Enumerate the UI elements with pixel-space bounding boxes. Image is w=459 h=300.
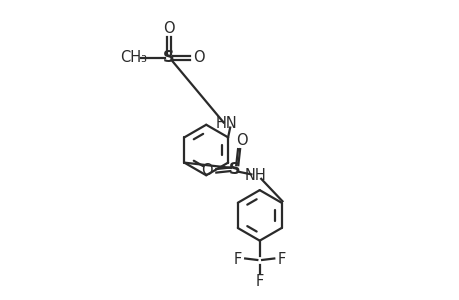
Text: F: F — [277, 252, 285, 267]
Text: CH₃: CH₃ — [120, 50, 146, 65]
Text: NH: NH — [245, 168, 266, 183]
Text: F: F — [255, 274, 263, 289]
Text: S: S — [228, 162, 240, 177]
Text: F: F — [233, 252, 241, 267]
Text: O: O — [201, 163, 213, 178]
Text: HN: HN — [215, 116, 237, 131]
Text: O: O — [236, 133, 247, 148]
Text: O: O — [163, 21, 174, 36]
Text: O: O — [193, 50, 204, 65]
Text: S: S — [163, 50, 174, 65]
